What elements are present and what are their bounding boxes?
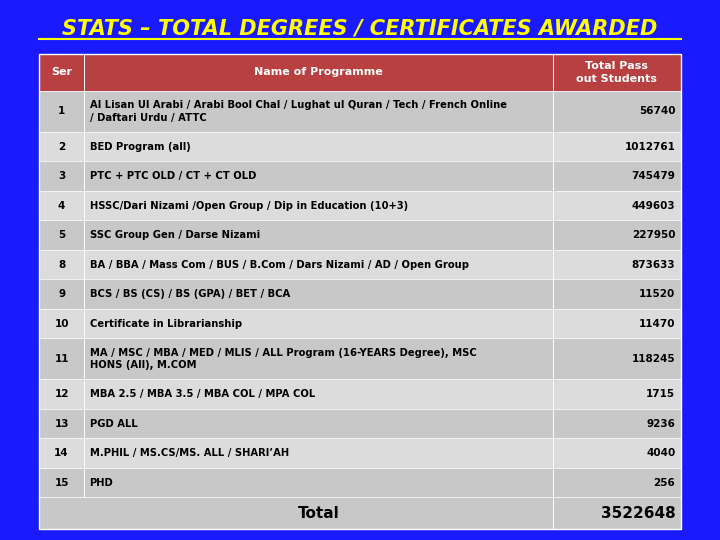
Text: 11520: 11520 — [639, 289, 675, 299]
Text: 873633: 873633 — [631, 260, 675, 269]
Text: 10: 10 — [55, 319, 69, 329]
FancyBboxPatch shape — [39, 250, 681, 279]
Text: 745479: 745479 — [631, 171, 675, 181]
Text: 256: 256 — [654, 478, 675, 488]
Text: 12: 12 — [55, 389, 69, 399]
Text: Total: Total — [297, 506, 339, 521]
Text: 11: 11 — [55, 354, 69, 364]
Text: BCS / BS (CS) / BS (GPA) / BET / BCA: BCS / BS (CS) / BS (GPA) / BET / BCA — [89, 289, 289, 299]
Text: 15: 15 — [55, 478, 69, 488]
FancyBboxPatch shape — [39, 438, 681, 468]
FancyBboxPatch shape — [39, 309, 681, 339]
Text: Ser: Ser — [51, 68, 72, 77]
Text: 3: 3 — [58, 171, 66, 181]
Text: 449603: 449603 — [631, 200, 675, 211]
Text: Certificate in Librarianship: Certificate in Librarianship — [89, 319, 242, 329]
FancyBboxPatch shape — [39, 220, 681, 250]
Text: SSC Group Gen / Darse Nizami: SSC Group Gen / Darse Nizami — [89, 230, 260, 240]
Text: BA / BBA / Mass Com / BUS / B.Com / Dars Nizami / AD / Open Group: BA / BBA / Mass Com / BUS / B.Com / Dars… — [89, 260, 469, 269]
Text: 227950: 227950 — [632, 230, 675, 240]
Text: 8: 8 — [58, 260, 66, 269]
Text: Name of Programme: Name of Programme — [254, 68, 382, 77]
Text: BED Program (all): BED Program (all) — [89, 141, 190, 152]
Text: 1715: 1715 — [647, 389, 675, 399]
Text: 4040: 4040 — [646, 448, 675, 458]
Text: HSSC/Dari Nizami /Open Group / Dip in Education (10+3): HSSC/Dari Nizami /Open Group / Dip in Ed… — [89, 200, 408, 211]
Text: 56740: 56740 — [639, 106, 675, 116]
Text: 13: 13 — [55, 418, 69, 429]
FancyBboxPatch shape — [39, 379, 681, 409]
Text: 1012761: 1012761 — [624, 141, 675, 152]
Text: PTC + PTC OLD / CT + CT OLD: PTC + PTC OLD / CT + CT OLD — [89, 171, 256, 181]
Text: 11470: 11470 — [639, 319, 675, 329]
Text: 9236: 9236 — [647, 418, 675, 429]
FancyBboxPatch shape — [39, 91, 681, 132]
Text: 1: 1 — [58, 106, 66, 116]
FancyBboxPatch shape — [39, 339, 681, 379]
Text: 3522648: 3522648 — [600, 506, 675, 521]
Text: Total Pass
out Students: Total Pass out Students — [576, 61, 657, 84]
Text: 2: 2 — [58, 141, 66, 152]
Text: M.PHIL / MS.CS/MS. ALL / SHARI’AH: M.PHIL / MS.CS/MS. ALL / SHARI’AH — [89, 448, 289, 458]
FancyBboxPatch shape — [39, 132, 681, 161]
FancyBboxPatch shape — [39, 191, 681, 220]
Text: 118245: 118245 — [631, 354, 675, 364]
Text: 4: 4 — [58, 200, 66, 211]
FancyBboxPatch shape — [39, 497, 681, 529]
Text: PGD ALL: PGD ALL — [89, 418, 138, 429]
FancyBboxPatch shape — [39, 279, 681, 309]
FancyBboxPatch shape — [39, 54, 681, 91]
Text: PHD: PHD — [89, 478, 113, 488]
Text: MA / MSC / MBA / MED / MLIS / ALL Program (16-YEARS Degree), MSC
HONS (All), M.C: MA / MSC / MBA / MED / MLIS / ALL Progra… — [89, 348, 477, 370]
Text: 9: 9 — [58, 289, 66, 299]
Text: 5: 5 — [58, 230, 66, 240]
FancyBboxPatch shape — [39, 161, 681, 191]
Text: Al Lisan Ul Arabi / Arabi Bool Chal / Lughat ul Quran / Tech / French Online
/ D: Al Lisan Ul Arabi / Arabi Bool Chal / Lu… — [89, 100, 507, 123]
FancyBboxPatch shape — [39, 409, 681, 438]
Text: 14: 14 — [54, 448, 69, 458]
FancyBboxPatch shape — [39, 468, 681, 497]
Text: STATS – TOTAL DEGREES / CERTIFICATES AWARDED: STATS – TOTAL DEGREES / CERTIFICATES AWA… — [63, 19, 657, 39]
Text: MBA 2.5 / MBA 3.5 / MBA COL / MPA COL: MBA 2.5 / MBA 3.5 / MBA COL / MPA COL — [89, 389, 315, 399]
